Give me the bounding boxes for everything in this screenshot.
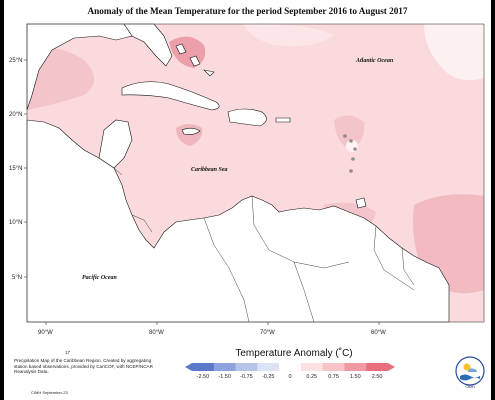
- land-yucatan: [98, 119, 133, 169]
- legend-colorbar: [185, 363, 395, 371]
- neutral-patch-northeast: [244, 23, 334, 47]
- legend-tick-label: 0: [288, 374, 291, 380]
- lon-label-90w: 90°W: [38, 330, 53, 336]
- cimh-logo: [455, 356, 485, 386]
- logo-wave-icon: [460, 374, 480, 381]
- credit-text: CIMH September-23: [31, 390, 68, 395]
- legend-swatch: [235, 363, 258, 371]
- legend-ticks: -2.50 -1.50 -0.75 -0.25 0 0.25 0.75 1.50 2.50: [197, 374, 383, 380]
- land-hispaniola: [227, 108, 267, 127]
- map-note: Precipitation Map of the Caribbean Regio…: [14, 358, 153, 375]
- land-florida: [123, 23, 173, 67]
- lat-label-25n: 25°N: [9, 58, 22, 64]
- land-jamaica: [181, 127, 201, 135]
- land-central-south-america: [26, 119, 450, 323]
- land-masses: [26, 23, 450, 323]
- note-number: 17: [65, 350, 71, 355]
- map-border: [26, 23, 485, 323]
- legend-swatch: [322, 363, 345, 371]
- land-cuba: [121, 81, 220, 111]
- legend-title: Temperature Anomaly (˚C): [235, 348, 353, 359]
- land-bahamas: [175, 43, 215, 77]
- warm-patch-east-caribbean: [334, 115, 365, 150]
- legend-swatch: [279, 363, 302, 371]
- country-borders: [113, 167, 415, 323]
- legend-tick-label: 0.75: [328, 374, 339, 380]
- lon-label-80w: 80°W: [149, 330, 164, 336]
- legend-swatch: [300, 363, 323, 371]
- map-canvas: 25°N 20°N 15°N 10°N 5°N 90°W 80°W 70°W 6…: [9, 23, 485, 380]
- legend-tick-label: 2.50: [372, 374, 383, 380]
- ocean-label-caribbean: Caribbean Sea: [191, 167, 228, 173]
- legend-tick-label: -1.50: [218, 374, 231, 380]
- logo-cloud-icon: [468, 368, 477, 372]
- legend-swatch: [213, 363, 236, 371]
- map-title: Anomaly of the Mean Temperature for the …: [87, 6, 408, 16]
- ocean-label-atlantic: Atlantic Ocean: [355, 58, 394, 64]
- logo-sun-icon: [463, 363, 471, 371]
- legend-tick-label: 0.25: [306, 374, 317, 380]
- ocean-label-pacific: Pacific Ocean: [82, 275, 117, 281]
- legend-swatch: [192, 363, 215, 371]
- land-trinidad: [355, 197, 367, 209]
- lat-label-10n: 10°N: [9, 220, 22, 226]
- land-puerto-rico: [275, 117, 291, 123]
- logo-text: CIMH: [465, 385, 475, 389]
- lat-label-15n: 15°N: [9, 166, 22, 172]
- land-gulf-coast: [26, 23, 133, 111]
- legend-swatch: [366, 363, 389, 371]
- map-frame: 25°N 20°N 15°N 10°N 5°N 90°W 80°W 70°W 6…: [4, 0, 491, 400]
- axis-ticks: [24, 59, 380, 325]
- lon-label-60w: 60°W: [371, 330, 386, 336]
- lon-label-70w: 70°W: [260, 330, 275, 336]
- legend-tick-label: -0.25: [262, 374, 275, 380]
- legend-arrow-left: [185, 363, 192, 371]
- legend-tick-label: -0.75: [240, 374, 253, 380]
- legend-arrow-right: [388, 363, 395, 371]
- legend-tick-label: -2.50: [197, 374, 210, 380]
- neutral-patch-atlantic: [424, 24, 484, 81]
- lat-label-20n: 20°N: [9, 112, 22, 118]
- land-lesser-antilles: [343, 134, 357, 173]
- lat-label-5n: 5°N: [12, 275, 22, 281]
- legend-tick-label: 1.50: [350, 374, 361, 380]
- warm-patch-northwest: [27, 48, 94, 110]
- legend-swatch: [257, 363, 280, 371]
- legend-swatch: [344, 363, 367, 371]
